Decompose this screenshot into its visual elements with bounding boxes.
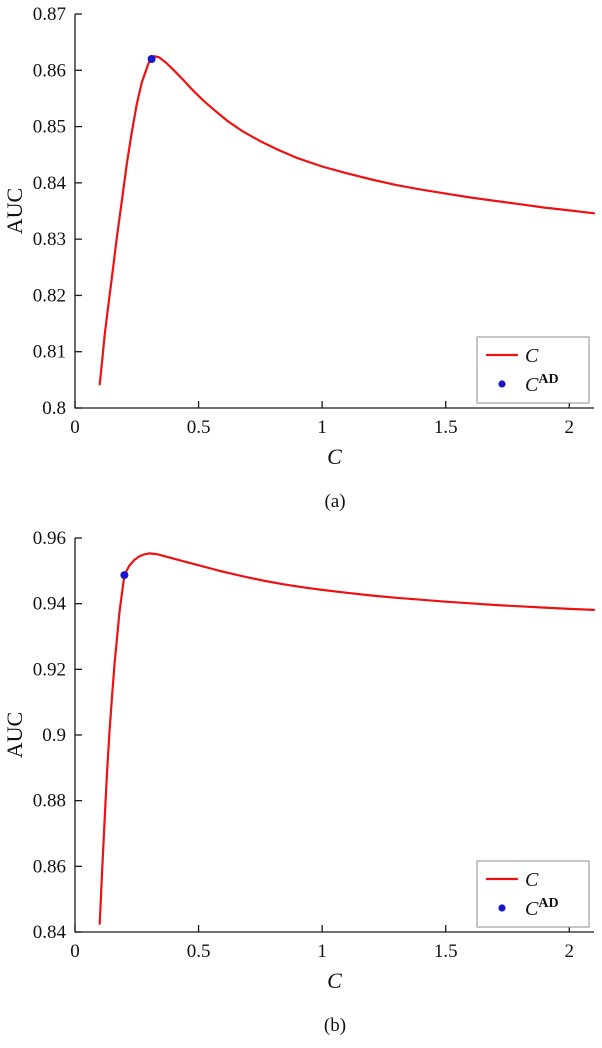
curve-C	[98, 552, 596, 925]
x-axis-label: C	[327, 968, 342, 993]
y-tick-label: 0.83	[33, 229, 66, 250]
x-tick-label: 1	[317, 417, 327, 438]
y-tick-label: 0.94	[33, 594, 67, 615]
x-tick-label: 2	[565, 417, 575, 438]
legend-dot-sample	[498, 380, 506, 388]
y-axis-label: AUC	[2, 188, 27, 234]
x-tick-label: 1.5	[434, 417, 458, 438]
chart-a-canvas: 0 0.5 1 1.5 2 0.8 0.81 0.82 0.83 0.84 0.85 0.86 0.87…	[2, 4, 596, 469]
y-tick-label: 0.85	[33, 117, 66, 138]
y-tick-label: 0.84	[33, 173, 67, 194]
curve-C	[98, 55, 596, 386]
legend-box	[476, 860, 590, 928]
y-tick-label: 0.86	[33, 60, 66, 81]
x-tick-label: 0.5	[187, 417, 211, 438]
legend-dot-sample	[498, 904, 506, 912]
x-tick-label: 1.5	[434, 941, 458, 962]
y-tick-label: 0.96	[33, 528, 66, 549]
legend-label: C	[525, 345, 539, 367]
y-tick-label: 0.8	[42, 398, 66, 419]
legend-label-superscript: AD	[538, 896, 558, 911]
x-tick-label: 0.5	[187, 941, 211, 962]
marker-point	[120, 571, 129, 580]
legend-label-superscript: AD	[538, 372, 558, 387]
x-tick-label: 0	[70, 417, 80, 438]
marker-point	[147, 55, 156, 63]
y-tick-label: 0.81	[33, 342, 66, 363]
chart-b-caption: (b)	[323, 1015, 347, 1036]
x-tick-label: 2	[565, 941, 575, 962]
legend-label: C	[525, 869, 539, 891]
y-tick-label: 0.88	[33, 791, 66, 812]
x-tick-label: 1	[317, 941, 327, 962]
y-tick-label: 0.86	[33, 856, 66, 877]
legend-box	[476, 336, 590, 404]
y-tick-label: 0.87	[33, 4, 66, 25]
chart-b-canvas: 0 0.5 1 1.5 2 0.84 0.86 0.88 0.9 0.92 0.94 0.96 AUC C…	[2, 528, 596, 993]
chart-a: 0 0.5 1 1.5 2 0.8 0.81 0.82 0.83 0.84 0.85 0.86 0.87…	[2, 4, 596, 512]
chart-a-caption: (a)	[324, 491, 346, 512]
y-tick-label: 0.82	[33, 285, 66, 306]
x-tick-label: 0	[70, 941, 80, 962]
y-tick-label: 0.84	[33, 922, 67, 943]
y-tick-label: 0.9	[42, 725, 66, 746]
y-tick-label: 0.92	[33, 659, 66, 680]
y-axis-label: AUC	[2, 712, 27, 758]
chart-b: 0 0.5 1 1.5 2 0.84 0.86 0.88 0.9 0.92 0.94 0.96 AUC C…	[0, 524, 602, 1048]
x-axis-label: C	[327, 444, 342, 469]
